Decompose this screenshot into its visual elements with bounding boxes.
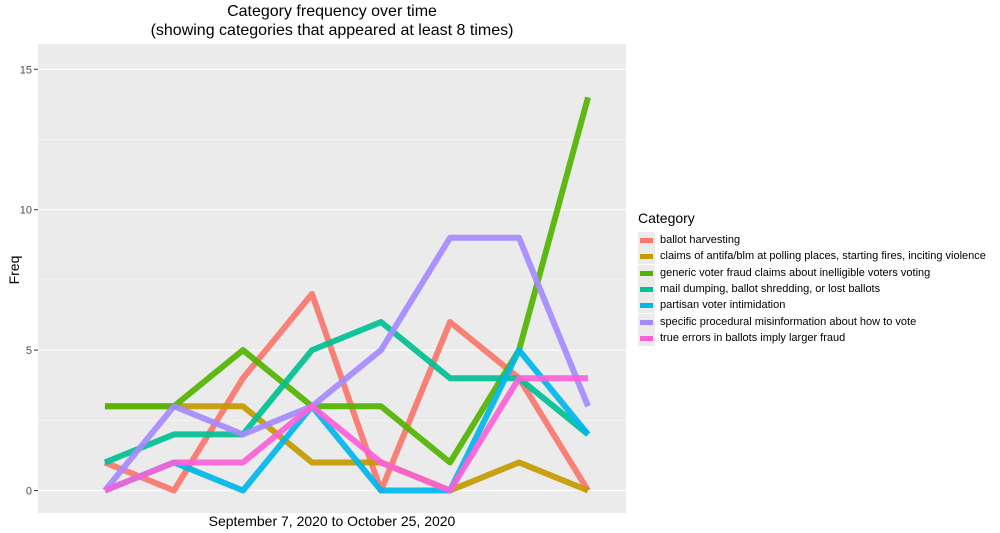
legend-key: [638, 329, 655, 346]
legend-item: true errors in ballots imply larger frau…: [638, 329, 986, 346]
y-axis: 0 5 10 15: [20, 64, 38, 498]
legend-swatch: [640, 270, 653, 276]
chart-subtitle: (showing categories that appeared at lea…: [150, 22, 514, 39]
legend-key: [638, 232, 655, 249]
legend-item: ballot harvesting: [638, 232, 986, 249]
legend-label: true errors in ballots imply larger frau…: [660, 331, 846, 344]
legend-label: specific procedural misinformation about…: [660, 315, 917, 328]
gridlines: [38, 68, 626, 492]
legend-swatch: [640, 238, 653, 244]
series-line-7: [103, 375, 589, 494]
x-axis-label: September 7, 2020 to October 25, 2020: [208, 513, 456, 529]
legend-swatch: [640, 287, 653, 293]
legend-item: claims of antifa/blm at polling places, …: [638, 248, 986, 265]
y-tick-label: 0: [26, 486, 32, 498]
legend-key: [638, 248, 655, 265]
legend-key: [638, 313, 655, 330]
legend-item: specific procedural misinformation about…: [638, 313, 986, 330]
y-tick-label: 10: [20, 205, 32, 217]
y-tick-label: 15: [20, 64, 32, 76]
series-line-2: [104, 403, 590, 494]
legend-swatch: [640, 303, 653, 309]
legend: Category ballot harvesting claims of anti…: [638, 210, 986, 346]
legend-label: generic voter fraud claims about inellig…: [660, 266, 931, 279]
y-tick-label: 5: [26, 345, 32, 357]
legend-label: partisan voter intimidation: [660, 299, 786, 312]
legend-swatch: [640, 319, 653, 325]
legend-swatch: [640, 254, 653, 260]
legend-key: [638, 264, 655, 281]
legend-label: mail dumping, ballot shredding, or lost …: [660, 283, 881, 296]
legend-item: generic voter fraud claims about inellig…: [638, 264, 986, 281]
legend-key: [638, 297, 655, 314]
series-line-5: [103, 347, 591, 494]
series-lines: [102, 96, 591, 494]
legend-item: mail dumping, ballot shredding, or lost …: [638, 281, 986, 298]
legend-item: partisan voter intimidation: [638, 297, 986, 314]
chart-title: Category frequency over time: [227, 3, 437, 20]
legend-label: ballot harvesting: [660, 234, 741, 247]
series-line-6: [102, 234, 591, 493]
y-axis-label: Freq: [6, 255, 22, 285]
legend-title: Category: [638, 210, 695, 226]
legend-items: ballot harvesting claims of antifa/blm at…: [638, 232, 986, 346]
legend-key: [638, 281, 655, 298]
legend-label: claims of antifa/blm at polling places, …: [660, 250, 986, 263]
legend-swatch: [640, 335, 653, 341]
